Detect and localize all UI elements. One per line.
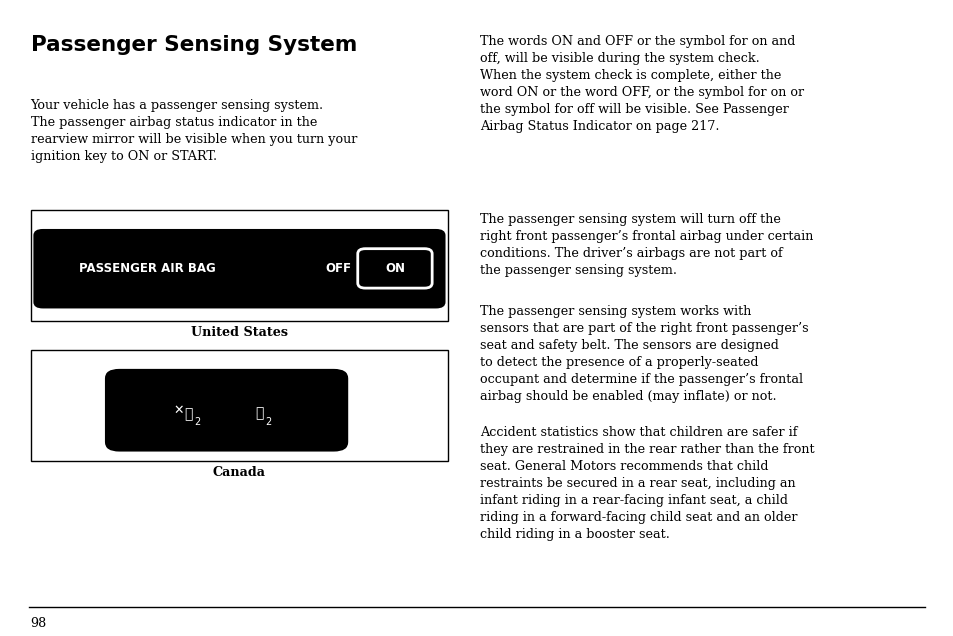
FancyBboxPatch shape [362,254,425,284]
Text: Accident statistics show that children are safer if
they are restrained in the r: Accident statistics show that children a… [479,426,814,541]
FancyBboxPatch shape [33,229,445,308]
Text: PASSENGER AIR BAG: PASSENGER AIR BAG [79,262,216,275]
Text: 2: 2 [265,417,271,427]
Text: ✕: ✕ [172,404,184,417]
Text: The passenger sensing system will turn off the
right front passenger’s frontal a: The passenger sensing system will turn o… [479,213,812,277]
Text: 2: 2 [194,417,200,427]
Text: 👤: 👤 [185,408,193,422]
Text: ON: ON [385,262,404,275]
Text: Canada: Canada [213,466,266,479]
Text: United States: United States [191,326,288,339]
Text: Your vehicle has a passenger sensing system.
The passenger airbag status indicat: Your vehicle has a passenger sensing sys… [30,99,356,163]
Text: The passenger sensing system works with
sensors that are part of the right front: The passenger sensing system works with … [479,305,807,403]
FancyBboxPatch shape [30,350,448,461]
Text: 98: 98 [30,617,47,630]
FancyBboxPatch shape [105,369,348,452]
Text: 👤: 👤 [255,406,263,420]
Text: Passenger Sensing System: Passenger Sensing System [30,35,356,55]
FancyBboxPatch shape [30,210,448,321]
Text: The words ON and OFF or the symbol for on and
off, will be visible during the sy: The words ON and OFF or the symbol for o… [479,35,803,133]
FancyBboxPatch shape [357,249,432,288]
Text: OFF: OFF [325,262,352,275]
